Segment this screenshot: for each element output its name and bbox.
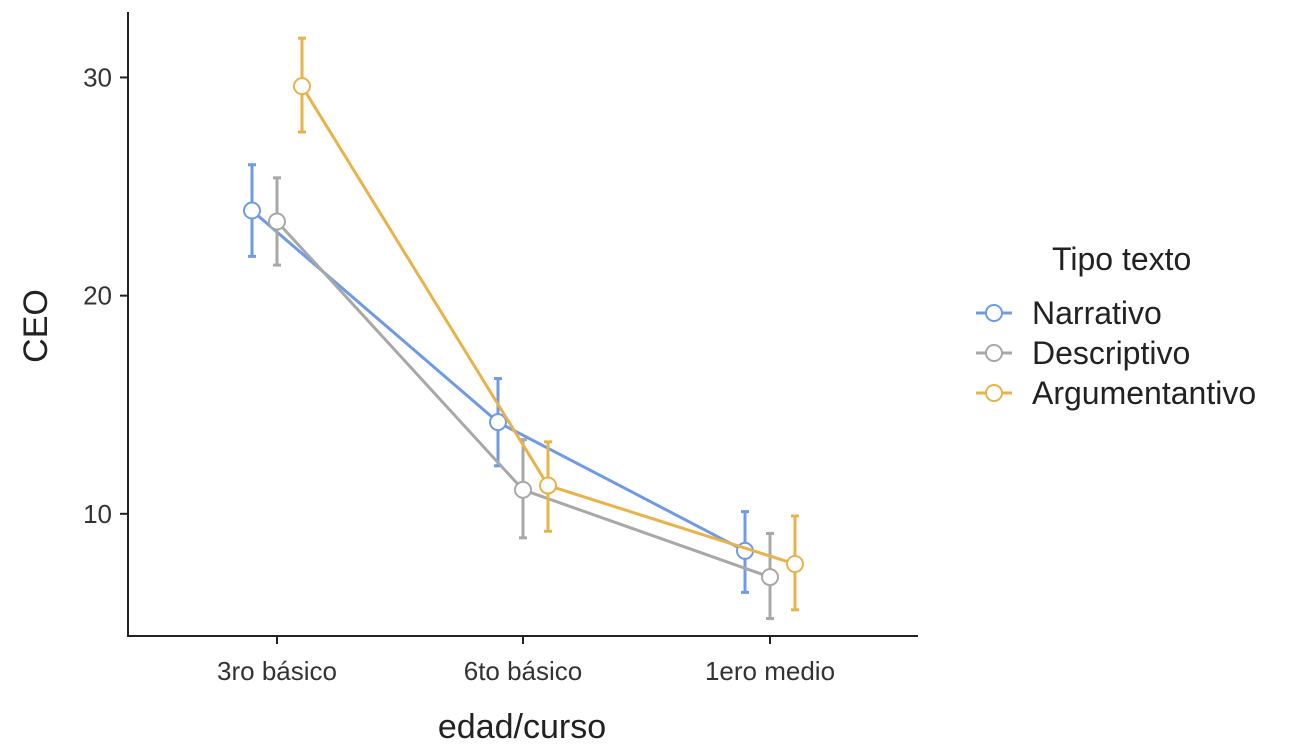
data-point bbox=[243, 201, 261, 220]
y-tick-label: 20 bbox=[83, 281, 112, 311]
legend-label: Descriptivo bbox=[1032, 335, 1190, 371]
data-point bbox=[293, 77, 311, 96]
x-tick-label: 1ero medio bbox=[705, 656, 835, 686]
legend-key-point bbox=[985, 344, 1003, 362]
legend-title: Tipo texto bbox=[1052, 241, 1191, 277]
x-axis-title: edad/curso bbox=[438, 708, 606, 746]
data-point bbox=[786, 555, 804, 573]
axes bbox=[127, 12, 918, 637]
legend-label: Argumentantivo bbox=[1032, 375, 1256, 411]
y-axis-title: CEO bbox=[17, 289, 55, 363]
legend-key-point bbox=[985, 304, 1003, 322]
x-tick-label: 6to básico bbox=[464, 656, 583, 686]
series-descriptivo bbox=[268, 176, 779, 621]
data-point bbox=[489, 413, 507, 432]
legend-item-argumentantivo: Argumentantivo bbox=[976, 375, 1256, 411]
plot-area bbox=[243, 36, 804, 621]
data-point bbox=[514, 480, 532, 499]
data-point bbox=[268, 212, 286, 231]
series-argumentantivo bbox=[293, 36, 804, 612]
legend-item-descriptivo: Descriptivo bbox=[976, 335, 1190, 371]
y-ticks: 10 20 30 bbox=[83, 62, 128, 529]
y-tick-label: 10 bbox=[83, 499, 112, 529]
x-ticks: 3ro básico 6to básico 1ero medio bbox=[217, 636, 835, 686]
series-narrativo bbox=[243, 163, 754, 594]
data-point bbox=[761, 568, 779, 587]
legend-key-point bbox=[985, 384, 1003, 402]
legend-item-narrativo: Narrativo bbox=[976, 295, 1162, 331]
x-tick-label: 3ro básico bbox=[217, 656, 337, 686]
legend-label: Narrativo bbox=[1032, 295, 1162, 331]
legend: Tipo texto Narrativo Descriptivo Argumenta… bbox=[976, 241, 1256, 411]
data-point bbox=[539, 476, 557, 495]
y-tick-label: 30 bbox=[83, 62, 112, 92]
